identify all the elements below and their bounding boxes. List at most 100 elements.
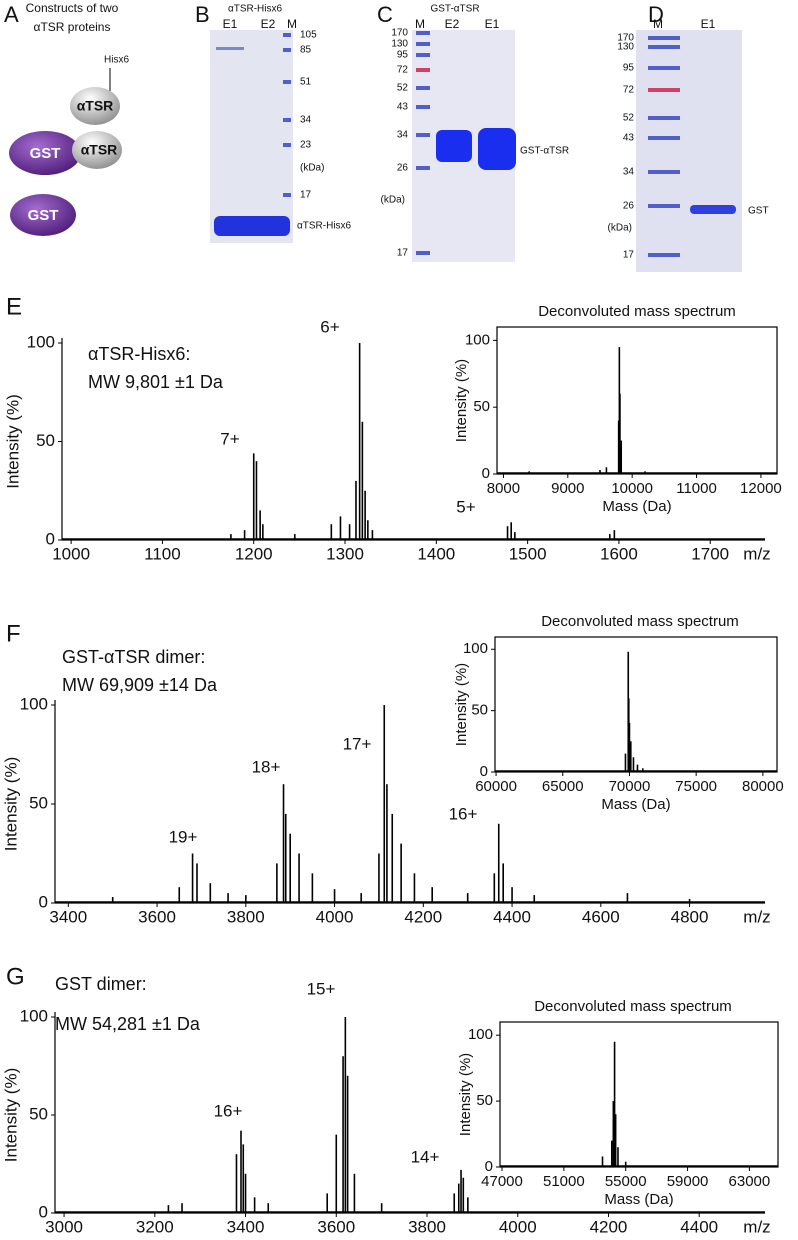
- ladder-band: [648, 45, 680, 49]
- x-tick-label: 75000: [675, 778, 717, 795]
- x-tick-label: 4000: [499, 1217, 537, 1236]
- ladder-band: [648, 136, 680, 140]
- ladder-band: [416, 53, 430, 57]
- mass-note: GST-αTSR dimer:: [62, 647, 205, 667]
- ladder-label: 17: [397, 248, 409, 259]
- chart-title: Deconvoluted mass spectrum: [541, 613, 739, 630]
- x-tick-label: 70000: [609, 778, 651, 795]
- x-tick-label: 4800: [671, 907, 709, 926]
- ladder-label: 105: [300, 30, 317, 41]
- ladder-label: 34: [397, 130, 409, 141]
- y-axis-label: Intensity (%): [453, 359, 470, 442]
- ladder-label: 17: [300, 190, 312, 201]
- x-tick-label: 1700: [691, 544, 729, 563]
- y-tick-label: 100: [20, 694, 48, 713]
- x-tick-label: 9000: [551, 480, 584, 497]
- x-tick-label: 80000: [742, 778, 784, 795]
- plot-frame: [494, 636, 778, 773]
- gel-band: [478, 128, 516, 170]
- mass-note: MW 69,909 ±14 Da: [62, 675, 218, 695]
- x-tick-label: 1000: [52, 544, 90, 563]
- ladder-band: [648, 66, 680, 70]
- ladder-band: [648, 253, 680, 257]
- x-tick-label: 59000: [667, 1173, 709, 1190]
- x-tick-label: 8000: [487, 480, 520, 497]
- x-axis-label: m/z: [743, 907, 770, 926]
- gst-domain: [10, 194, 76, 236]
- ladder-label: 170: [617, 33, 634, 44]
- x-tick-label: 1300: [326, 544, 364, 563]
- charge-label: 6+: [320, 317, 339, 336]
- ladder-band: [283, 80, 291, 84]
- y-axis-label: Intensity (%): [453, 663, 470, 746]
- ladder-label: 52: [623, 113, 635, 124]
- ladder-band: [416, 31, 430, 35]
- ladder-label: 23: [300, 140, 312, 151]
- lane-label: M: [653, 17, 663, 31]
- x-axis-label: m/z: [743, 544, 770, 563]
- unit-label: (kDa): [300, 163, 324, 174]
- x-tick-label: 3600: [317, 1217, 355, 1236]
- panel-letter: B: [195, 2, 210, 27]
- ladder-band: [283, 143, 291, 147]
- gst-domain: [9, 131, 81, 175]
- x-tick-label: 1500: [509, 544, 547, 563]
- x-tick-label: 3400: [49, 907, 87, 926]
- mass-note: MW 9,801 ±1 Da: [88, 372, 224, 392]
- band-label: αTSR-Hisx6: [297, 221, 352, 232]
- x-tick-label: 47000: [481, 1173, 523, 1190]
- x-tick-label: 63000: [729, 1173, 771, 1190]
- lane-label: E1: [485, 17, 500, 31]
- ladder-band: [648, 36, 680, 40]
- charge-label: 14+: [411, 1147, 440, 1166]
- gel-band: [690, 205, 736, 214]
- gel-title: αTSR-Hisx6: [228, 4, 283, 15]
- x-tick-label: 4200: [404, 907, 442, 926]
- x-tick-label: 10000: [611, 480, 653, 497]
- ladder-label: 43: [623, 133, 635, 144]
- mass-note: GST dimer:: [55, 974, 147, 994]
- gel-band: [216, 47, 244, 50]
- x-tick-label: 4400: [680, 1217, 718, 1236]
- x-tick-label: 1100: [144, 544, 181, 563]
- x-tick-label: 3200: [136, 1217, 174, 1236]
- x-tick-label: 12000: [740, 480, 782, 497]
- domain-label: αTSR: [81, 142, 118, 158]
- ladder-label: 26: [397, 163, 409, 174]
- ladder-band: [648, 116, 680, 120]
- lane-label: E1: [223, 17, 238, 31]
- x-tick-label: 4600: [582, 907, 620, 926]
- mass-note: MW 54,281 ±1 Da: [55, 1014, 201, 1034]
- ladder-band: [416, 251, 430, 255]
- ladder-label: 52: [397, 83, 409, 94]
- y-tick-label: 100: [463, 640, 488, 657]
- plot-frame: [499, 1021, 779, 1168]
- ladder-label: 17: [623, 250, 635, 261]
- y-axis-label: Intensity (%): [3, 394, 22, 488]
- band-label: GST: [748, 206, 769, 217]
- lane-label: M: [287, 17, 297, 31]
- x-tick-label: 11000: [676, 480, 717, 497]
- chart-title: Deconvoluted mass spectrum: [538, 303, 736, 320]
- ladder-label: 130: [617, 42, 634, 53]
- ladder-band: [648, 204, 680, 208]
- x-tick-label: 3000: [45, 1217, 83, 1236]
- ladder-band: [283, 118, 291, 122]
- tag-label: Hisx6: [104, 55, 129, 66]
- ladder-label: 95: [623, 63, 635, 74]
- y-tick-label: 100: [465, 331, 490, 348]
- y-tick-label: 100: [20, 1006, 48, 1025]
- domain-label: αTSR: [77, 98, 114, 114]
- y-axis-label: Intensity (%): [1, 757, 20, 851]
- ladder-band: [283, 193, 291, 197]
- unit-label: (kDa): [381, 195, 405, 206]
- ladder-label: 51: [300, 77, 312, 88]
- mass-note: αTSR-Hisx6:: [88, 344, 190, 364]
- x-axis-label: Mass (Da): [601, 796, 670, 813]
- gel-title: GST-αTSR: [430, 4, 479, 15]
- x-tick-label: 1400: [417, 544, 455, 563]
- x-tick-label: 1200: [235, 544, 273, 563]
- x-tick-label: 55000: [605, 1173, 647, 1190]
- y-tick-label: 50: [476, 1092, 493, 1109]
- panel-letter: E: [6, 293, 22, 320]
